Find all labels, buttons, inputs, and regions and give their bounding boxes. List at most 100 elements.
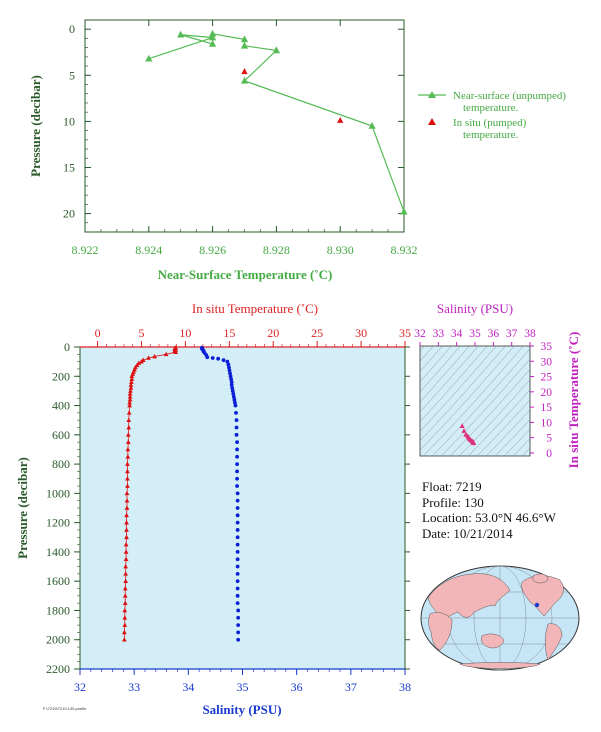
ts-temperature-tick-label: 20 — [541, 387, 553, 399]
salinity-tick-label: 38 — [399, 680, 411, 694]
temperature-point — [125, 468, 130, 474]
pressure-tick-label: 200 — [52, 369, 70, 383]
map-land — [427, 573, 564, 669]
near-surface-temperature-chart: 8.922 8.924 8.926 8.928 8.930 8.932 05101520 … — [28, 19, 566, 282]
salinity-point — [236, 630, 241, 635]
salinity-point — [216, 356, 221, 361]
salinity-profile-series — [199, 345, 241, 642]
ts-salinity-tick-label: 34 — [451, 328, 463, 340]
density-contour — [420, 346, 506, 442]
temperature-point — [122, 585, 128, 591]
salinity-point — [228, 374, 233, 379]
salinity-axis-ticks: 32 33 34 35 36 37 38 — [74, 668, 411, 694]
temperature-tick-label: 30 — [355, 326, 367, 340]
temperature-point — [123, 578, 129, 584]
temperature-point — [173, 349, 179, 354]
salinity-point — [235, 564, 240, 569]
top-x-axis-label: Near-Surface Temperature (˚C) — [158, 267, 333, 282]
pressure-tick-label: 1000 — [46, 486, 70, 500]
salinity-point — [234, 432, 239, 437]
salinity-point — [235, 593, 240, 598]
density-contour — [485, 409, 530, 456]
pressure-tick-label: 0 — [64, 340, 70, 354]
legend-pumped-label-2: temperature. — [463, 129, 519, 141]
salinity-point — [226, 362, 231, 367]
density-contour — [476, 399, 530, 456]
temperature-point — [127, 402, 132, 408]
temperature-point — [125, 454, 131, 459]
salinity-point — [234, 425, 239, 430]
salinity-point — [231, 394, 236, 399]
unpumped-point — [240, 35, 249, 43]
temperature-point — [124, 490, 130, 496]
salinity-point — [235, 491, 240, 496]
unpumped-point — [400, 207, 408, 215]
temperature-tick-label: 20 — [267, 326, 279, 340]
density-contour — [420, 346, 515, 451]
salinity-point — [235, 476, 239, 481]
salinity-tick-label: 33 — [128, 680, 140, 694]
salinity-point — [227, 368, 232, 373]
ts-salinity-tick-label: 32 — [414, 328, 426, 340]
pressure-tick-label: 2200 — [46, 662, 70, 676]
map-float-location-marker — [534, 602, 540, 608]
salinity-point — [235, 535, 240, 540]
world-map — [420, 565, 580, 671]
temperature-point — [124, 498, 130, 503]
ts-temperature-tick-label: 15 — [541, 402, 553, 414]
unpumped-point — [368, 122, 376, 129]
figure-file-id: F:\7219\7219.130.profile — [43, 706, 87, 711]
salinity-point — [234, 410, 238, 415]
top-legend: Near-surface (unpumped) temperature. In … — [418, 90, 566, 141]
ts-salinity-tick-label: 36 — [488, 328, 500, 340]
top-x-tick-label: 8.926 — [199, 243, 226, 257]
temperature-point — [139, 359, 144, 364]
salinity-tick-label: 35 — [237, 680, 249, 694]
ts-temperature-tick-label: 25 — [541, 372, 553, 384]
temperature-point — [146, 355, 151, 360]
top-y-tick-label: 15 — [63, 160, 75, 174]
profile-date: Date: 10/21/2014 — [422, 525, 513, 541]
salinity-point — [205, 355, 210, 360]
ts-salinity-ticks: 32 33 34 35 36 37 38 — [414, 328, 536, 346]
ts-salinity-tick-label: 38 — [524, 328, 536, 340]
salinity-point — [230, 389, 235, 393]
salinity-point — [235, 498, 240, 503]
temperature-point — [125, 439, 131, 444]
pressure-tick-label: 1800 — [46, 603, 70, 617]
temperature-point — [125, 483, 130, 488]
pressure-tick-label: 1600 — [46, 574, 70, 588]
temperature-point — [127, 394, 133, 399]
ts-salinity-title: Salinity (PSU) — [437, 301, 513, 316]
temperature-point — [163, 351, 169, 357]
temperature-point — [124, 520, 129, 525]
temperature-point — [124, 505, 130, 510]
salinity-point — [235, 571, 240, 576]
temperature-point — [122, 629, 127, 635]
ts-point — [471, 440, 477, 446]
temperature-point — [129, 379, 134, 384]
ts-salinity-tick-label: 37 — [506, 328, 518, 340]
ts-temperature-tick-label: 35 — [541, 341, 553, 353]
temperature-point — [128, 388, 133, 393]
salinity-point — [235, 542, 240, 547]
salinity-point — [236, 615, 241, 620]
pumped-point — [337, 116, 344, 123]
salinity-point — [235, 454, 239, 459]
salinity-point — [235, 586, 240, 591]
salinity-point — [235, 550, 240, 554]
ts-temperature-tick-label: 10 — [541, 417, 553, 429]
pressure-tick-label: 2000 — [46, 633, 70, 647]
density-contour — [527, 316, 601, 460]
ts-density-lines — [420, 316, 601, 460]
salinity-point — [232, 397, 237, 402]
temperature-tick-label: 10 — [179, 326, 191, 340]
temperature-point — [124, 534, 129, 540]
temperature-point — [128, 385, 134, 390]
temperature-point — [126, 424, 132, 430]
salinity-point — [235, 579, 240, 584]
pressure-tick-label: 1200 — [46, 516, 70, 530]
density-contour — [420, 346, 497, 432]
temperature-point — [122, 637, 127, 642]
top-x-tick-label: 8.922 — [72, 243, 99, 257]
